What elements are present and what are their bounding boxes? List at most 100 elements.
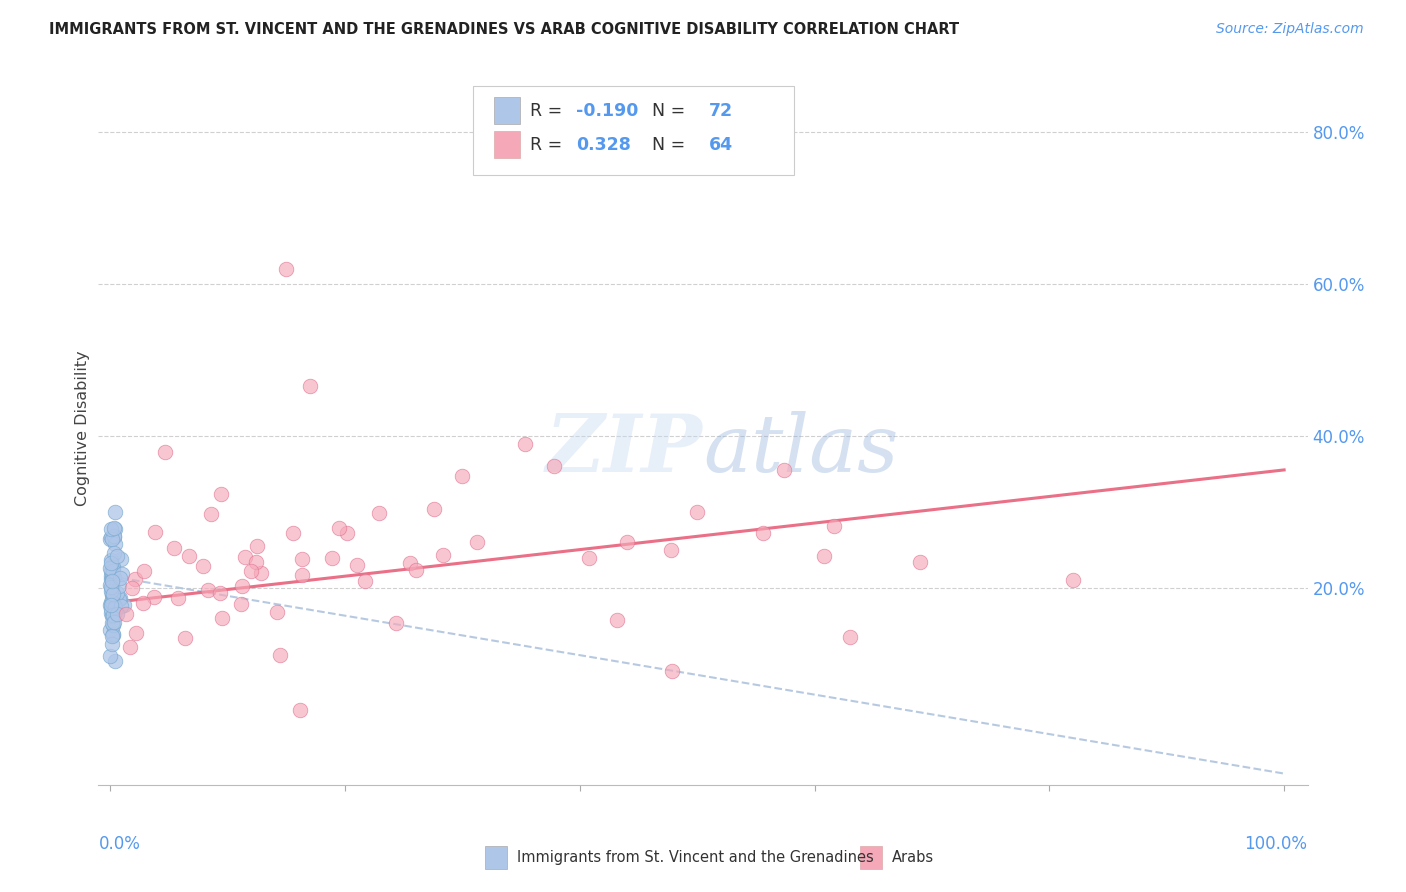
Point <box>101 618 124 632</box>
Point <box>101 629 124 643</box>
Text: 100.0%: 100.0% <box>1244 835 1308 853</box>
Point <box>104 523 127 537</box>
Point <box>98 578 121 592</box>
Point <box>245 555 267 569</box>
Point <box>346 558 368 573</box>
Point <box>112 599 135 613</box>
Point <box>328 521 350 535</box>
Point <box>101 533 124 547</box>
Y-axis label: Cognitive Disability: Cognitive Disability <box>75 351 90 506</box>
Point <box>405 563 427 577</box>
Point <box>143 524 166 539</box>
Point <box>177 549 200 564</box>
Point <box>142 590 165 604</box>
Text: N =: N = <box>641 102 692 120</box>
Point <box>100 606 122 620</box>
Text: Immigrants from St. Vincent and the Grenadines: Immigrants from St. Vincent and the Gren… <box>517 850 873 865</box>
Point <box>105 607 128 621</box>
Point <box>432 548 454 562</box>
Point <box>125 626 148 640</box>
Point <box>1062 573 1084 587</box>
Point <box>107 591 129 606</box>
Point <box>104 654 127 668</box>
Point <box>110 571 132 585</box>
Point <box>250 566 273 581</box>
Bar <box>494 131 520 159</box>
Bar <box>860 847 882 869</box>
Point <box>167 591 190 606</box>
Point <box>110 551 132 566</box>
Point <box>101 607 124 622</box>
Point <box>163 541 186 555</box>
Point <box>686 505 709 519</box>
Point <box>384 615 406 630</box>
Point <box>233 550 256 565</box>
Point <box>153 445 176 459</box>
Point <box>100 572 122 586</box>
Point <box>101 581 124 595</box>
Point <box>103 528 125 542</box>
Point <box>115 607 138 621</box>
Point <box>240 565 263 579</box>
Point <box>101 595 124 609</box>
Point <box>100 598 122 612</box>
Point <box>101 588 124 602</box>
Point <box>174 631 197 645</box>
Point <box>399 556 422 570</box>
Text: N =: N = <box>641 136 692 153</box>
Point <box>772 462 794 476</box>
Point <box>100 583 122 598</box>
Point <box>107 579 129 593</box>
Point <box>101 558 124 572</box>
Point <box>121 581 143 595</box>
Point <box>101 564 124 578</box>
Point <box>101 628 124 642</box>
Point <box>298 379 321 393</box>
Point <box>105 549 128 564</box>
Text: -0.190: -0.190 <box>576 102 638 120</box>
Point <box>101 574 124 588</box>
Point <box>101 616 124 631</box>
Point <box>101 574 124 588</box>
Point <box>105 586 128 600</box>
Text: IMMIGRANTS FROM ST. VINCENT AND THE GRENADINES VS ARAB COGNITIVE DISABILITY CORR: IMMIGRANTS FROM ST. VINCENT AND THE GREN… <box>49 22 959 37</box>
Point <box>231 597 253 611</box>
Point <box>118 640 141 654</box>
Point <box>291 567 314 582</box>
Point <box>100 608 122 623</box>
Point <box>368 507 391 521</box>
Point <box>291 551 314 566</box>
Point <box>751 525 773 540</box>
Point <box>353 574 375 588</box>
Point <box>191 558 214 573</box>
Text: 0.0%: 0.0% <box>98 835 141 853</box>
Point <box>246 539 269 553</box>
Point <box>101 595 124 609</box>
Point <box>101 587 124 601</box>
Point <box>100 530 122 544</box>
Point <box>101 637 124 651</box>
Point <box>103 530 125 544</box>
Point <box>110 599 132 613</box>
FancyBboxPatch shape <box>474 86 793 175</box>
Point <box>103 521 125 535</box>
Text: 0.328: 0.328 <box>576 136 631 153</box>
Text: ZIP: ZIP <box>546 411 703 488</box>
Point <box>578 551 600 566</box>
Text: Source: ZipAtlas.com: Source: ZipAtlas.com <box>1216 22 1364 37</box>
Point <box>200 508 222 522</box>
Point <box>606 613 628 627</box>
Point <box>288 702 311 716</box>
Point <box>100 569 122 583</box>
Point <box>543 458 565 473</box>
Point <box>100 623 122 637</box>
Point <box>659 543 682 558</box>
Point <box>100 571 122 585</box>
Point <box>101 615 124 630</box>
Point <box>98 561 121 575</box>
Point <box>423 502 446 516</box>
Point <box>100 598 122 612</box>
Point <box>838 630 860 644</box>
Text: 64: 64 <box>709 136 733 153</box>
Point <box>98 649 121 664</box>
